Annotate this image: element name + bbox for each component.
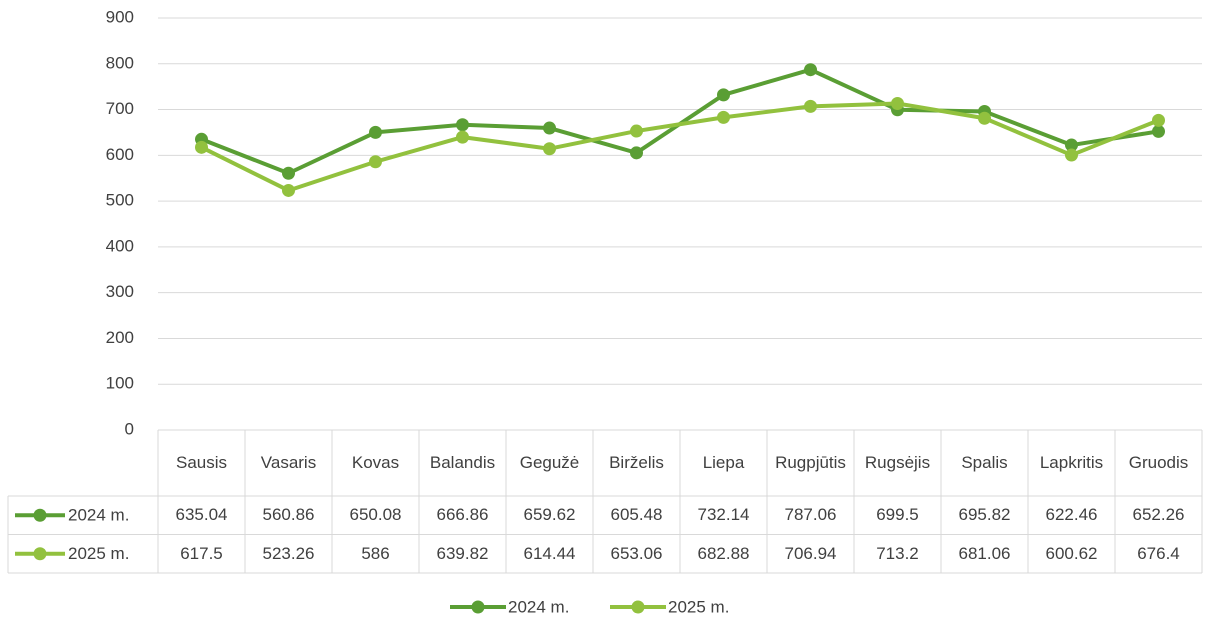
y-tick-label: 900 — [106, 7, 134, 26]
y-tick-label: 800 — [106, 53, 134, 72]
table-value: 560.86 — [262, 505, 315, 525]
point — [891, 97, 904, 111]
point — [804, 99, 817, 113]
table-value: 787.06 — [784, 505, 837, 525]
table-value: 695.82 — [958, 505, 1011, 525]
point — [456, 118, 469, 132]
table-value: 659.62 — [523, 505, 576, 525]
table-legend-key — [33, 508, 47, 522]
category-label: Vasaris — [260, 453, 317, 472]
y-tick-label: 500 — [106, 191, 134, 210]
table-value: 586 — [361, 543, 390, 563]
table-value: 614.44 — [523, 543, 576, 563]
series-line — [200, 67, 1159, 176]
table-value: 676.4 — [1137, 543, 1180, 563]
table-legend-key — [33, 547, 47, 561]
point — [1065, 138, 1078, 152]
point — [1152, 113, 1165, 127]
y-tick-label: 600 — [106, 145, 134, 164]
y-tick-label: 0 — [125, 419, 134, 438]
legend-label: 2025 m. — [668, 597, 729, 616]
category-label: Gegužė — [519, 453, 580, 472]
table-value: 706.94 — [784, 543, 837, 563]
category-label: Spalis — [961, 453, 1008, 472]
point — [543, 121, 556, 135]
table-series-name: 2025 m. — [68, 544, 129, 563]
point — [369, 125, 382, 139]
point — [1065, 148, 1078, 162]
y-tick-label: 300 — [106, 282, 134, 301]
table-value: 622.46 — [1045, 505, 1098, 525]
point — [630, 124, 643, 138]
category-label: Balandis — [429, 453, 496, 472]
table-value: 523.26 — [262, 543, 315, 563]
point — [543, 142, 556, 156]
category-label: Kovas — [351, 453, 400, 472]
category-label: Sausis — [175, 453, 228, 472]
category-label: Lapkritis — [1039, 453, 1104, 472]
y-tick-label: 100 — [106, 374, 134, 393]
point — [369, 155, 382, 169]
table-series-name: 2024 m. — [68, 506, 129, 525]
point — [282, 183, 295, 197]
category-label: Rugpjūtis — [775, 453, 846, 472]
table-value: 600.62 — [1045, 543, 1098, 563]
y-tick-label: 700 — [106, 99, 134, 118]
table-value: 732.14 — [697, 505, 750, 525]
point — [978, 111, 991, 125]
table-value: 617.5 — [180, 543, 223, 563]
category-label: Gruodis — [1128, 453, 1189, 472]
table-value: 605.48 — [610, 505, 663, 525]
table-value: 666.86 — [436, 505, 489, 525]
point — [804, 63, 817, 77]
point — [630, 146, 643, 160]
table-value: 650.08 — [349, 505, 402, 525]
table-value: 681.06 — [958, 543, 1011, 563]
table-value: 682.88 — [697, 543, 750, 563]
category-label: Liepa — [702, 453, 745, 472]
legend-key — [631, 600, 645, 614]
table-value: 652.26 — [1132, 505, 1185, 525]
legend-label: 2024 m. — [508, 597, 569, 616]
point — [195, 140, 208, 154]
category-label: Rugsėjis — [864, 453, 931, 472]
point — [1152, 124, 1165, 138]
table-value: 639.82 — [436, 543, 489, 563]
series-line — [200, 101, 1160, 193]
table-value: 713.2 — [876, 543, 919, 563]
y-tick-label: 400 — [106, 236, 134, 255]
point — [282, 166, 295, 180]
category-label: Birželis — [609, 453, 664, 472]
table-value: 635.04 — [175, 505, 228, 525]
legend-key — [471, 600, 485, 614]
point — [456, 130, 469, 144]
table-value: 699.5 — [876, 505, 919, 525]
point — [717, 110, 730, 124]
table-value: 653.06 — [610, 543, 663, 563]
y-tick-label: 200 — [106, 328, 134, 347]
point — [717, 88, 730, 102]
